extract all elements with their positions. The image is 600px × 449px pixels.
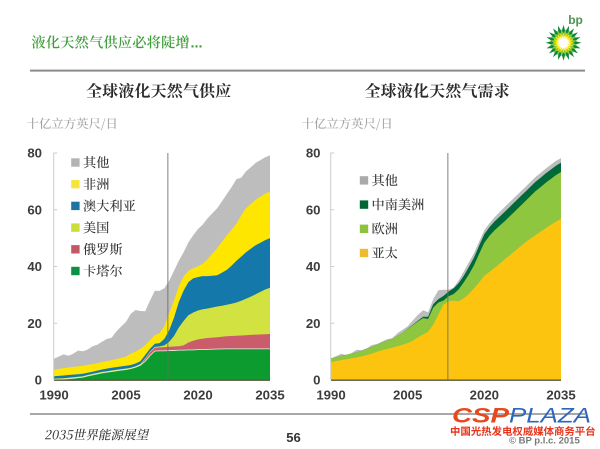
svg-text:2005: 2005 (111, 388, 140, 403)
svg-text:PLAZA: PLAZA (509, 404, 591, 428)
svg-text:1990: 1990 (39, 388, 68, 403)
svg-text:0: 0 (313, 373, 320, 388)
svg-text:80: 80 (306, 146, 321, 161)
svg-text:1990: 1990 (316, 388, 345, 403)
svg-text:60: 60 (27, 202, 42, 217)
svg-text:bp: bp (568, 13, 583, 27)
svg-text:2035: 2035 (546, 388, 575, 403)
svg-text:0: 0 (35, 373, 42, 388)
svg-text:56: 56 (286, 430, 300, 445)
svg-text:2035: 2035 (255, 388, 284, 403)
svg-text:2005: 2005 (393, 388, 422, 403)
svg-text:2020: 2020 (183, 388, 212, 403)
svg-text:60: 60 (306, 202, 321, 217)
svg-text:40: 40 (306, 259, 321, 274)
svg-text:2020: 2020 (470, 388, 499, 403)
svg-text:20: 20 (306, 316, 321, 331)
svg-text:CSP: CSP (452, 404, 510, 428)
svg-text:...: ... (191, 35, 203, 51)
svg-text:© BP p.l.c. 2015: © BP p.l.c. 2015 (509, 436, 580, 447)
svg-text:80: 80 (27, 146, 42, 161)
svg-text:20: 20 (27, 316, 42, 331)
svg-text:40: 40 (27, 259, 42, 274)
